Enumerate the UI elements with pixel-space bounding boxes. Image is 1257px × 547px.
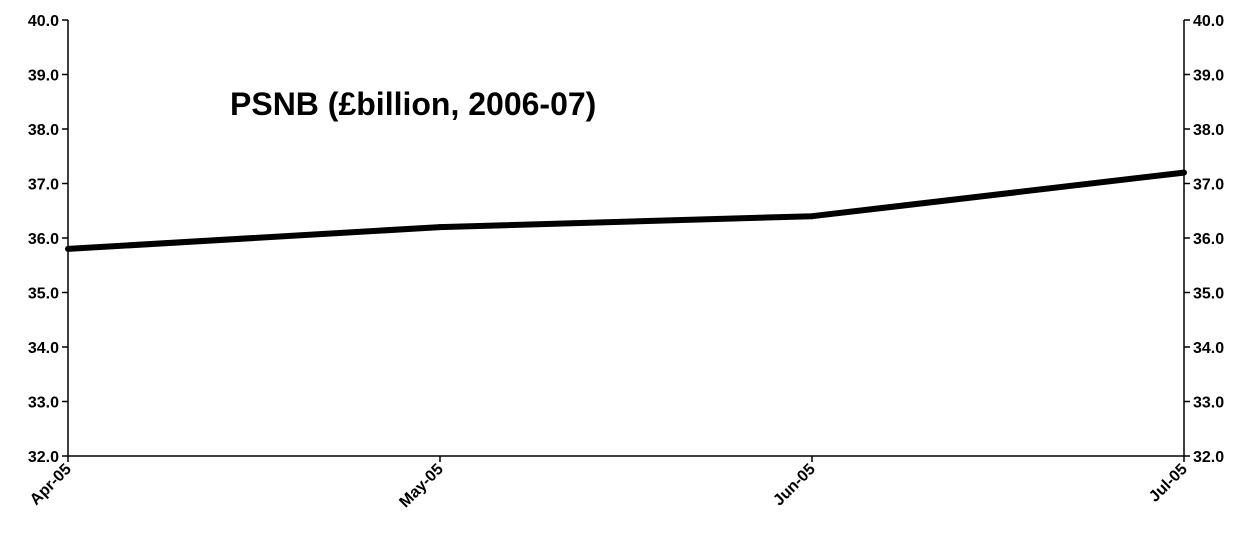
- y-tick-label-right: 33.0: [1193, 395, 1224, 412]
- y-tick-label-right: 32.0: [1193, 449, 1224, 466]
- y-tick-label-right: 35.0: [1193, 286, 1224, 303]
- ticks-layer: 32.0 32.0 33.0 33.0 34.0 34.0 35.0 35.0 36.0 36.0…: [27, 13, 1224, 511]
- x-tick-label: Apr-05: [27, 461, 75, 509]
- x-tick-label: Jul-05: [1146, 461, 1191, 506]
- y-tick-label-left: 38.0: [28, 122, 59, 139]
- x-tick-label: Jun-05: [770, 461, 819, 510]
- data-point: [65, 245, 71, 252]
- data-point: [809, 213, 815, 220]
- data-point: [1181, 169, 1187, 176]
- data-point: [437, 224, 443, 231]
- y-tick-label-right: 39.0: [1193, 68, 1224, 85]
- x-tick-label: May-05: [396, 461, 446, 511]
- y-tick-label-left: 32.0: [28, 449, 59, 466]
- y-tick-label-left: 39.0: [28, 68, 59, 85]
- y-tick-label-left: 34.0: [28, 340, 59, 357]
- y-tick-label-left: 36.0: [28, 231, 59, 248]
- y-tick-label-left: 33.0: [28, 395, 59, 412]
- y-tick-label-right: 36.0: [1193, 231, 1224, 248]
- chart-title: PSNB (£billion, 2006-07): [230, 86, 596, 122]
- y-tick-label-left: 40.0: [28, 13, 59, 30]
- y-tick-label-right: 38.0: [1193, 122, 1224, 139]
- y-tick-label-left: 37.0: [28, 177, 59, 194]
- y-tick-label-left: 35.0: [28, 286, 59, 303]
- y-tick-label-right: 34.0: [1193, 340, 1224, 357]
- y-tick-label-right: 40.0: [1193, 13, 1224, 30]
- series-line: [67, 169, 1185, 252]
- y-tick-label-right: 37.0: [1193, 177, 1224, 194]
- series-layer: [65, 169, 1187, 252]
